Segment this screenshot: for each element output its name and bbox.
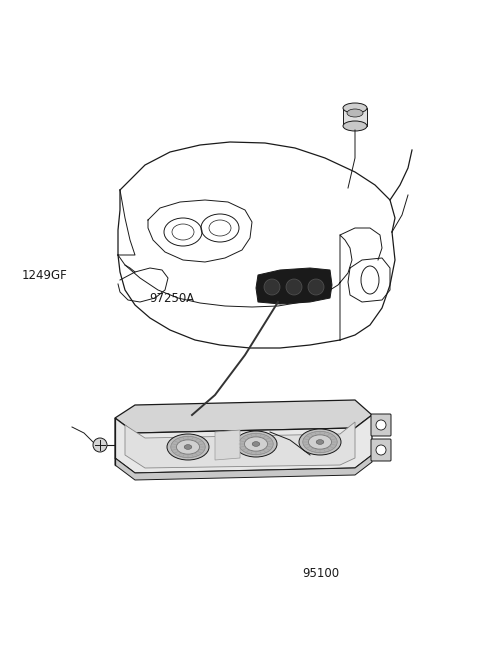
Ellipse shape: [184, 445, 192, 449]
Circle shape: [308, 279, 324, 295]
Polygon shape: [115, 415, 372, 473]
Ellipse shape: [235, 431, 277, 457]
Polygon shape: [256, 268, 332, 304]
Ellipse shape: [171, 436, 205, 458]
FancyBboxPatch shape: [371, 414, 391, 436]
Ellipse shape: [252, 441, 260, 446]
FancyBboxPatch shape: [343, 108, 367, 126]
Polygon shape: [215, 430, 240, 460]
Polygon shape: [115, 455, 372, 480]
Text: 1249GF: 1249GF: [22, 269, 67, 282]
Ellipse shape: [316, 440, 324, 444]
Text: 95100: 95100: [302, 567, 339, 580]
Text: 97250A: 97250A: [149, 291, 194, 305]
Circle shape: [93, 438, 107, 452]
Circle shape: [376, 445, 386, 455]
Ellipse shape: [239, 434, 273, 455]
Ellipse shape: [244, 437, 267, 451]
Ellipse shape: [303, 432, 337, 453]
Ellipse shape: [299, 429, 341, 455]
Ellipse shape: [343, 103, 367, 113]
Ellipse shape: [167, 434, 209, 460]
Circle shape: [286, 279, 302, 295]
FancyBboxPatch shape: [371, 439, 391, 461]
Ellipse shape: [347, 109, 363, 117]
Ellipse shape: [177, 440, 200, 454]
Circle shape: [264, 279, 280, 295]
Polygon shape: [125, 422, 355, 468]
Ellipse shape: [309, 435, 332, 449]
Circle shape: [376, 420, 386, 430]
Polygon shape: [115, 400, 372, 433]
Ellipse shape: [343, 121, 367, 131]
